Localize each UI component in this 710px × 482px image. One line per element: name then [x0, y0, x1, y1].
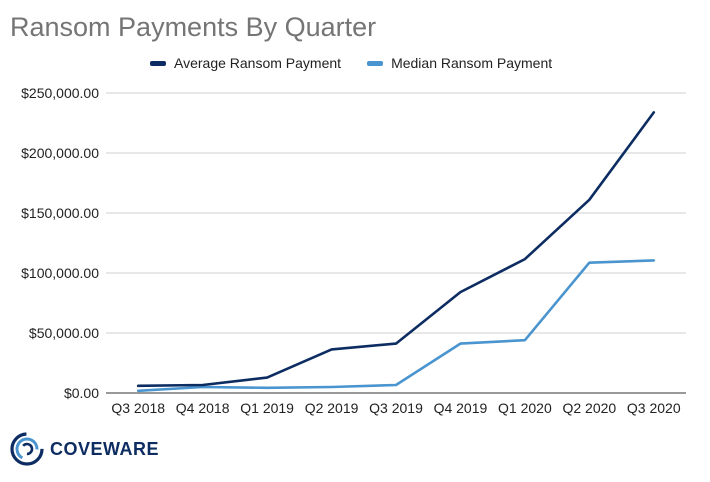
legend-label-median: Median Ransom Payment — [391, 55, 553, 71]
x-tick-label: Q2 2019 — [305, 400, 359, 416]
logo-text: COVEWARE — [50, 438, 160, 459]
coveware-rings-icon — [10, 432, 44, 466]
coveware-logo: COVEWARE — [10, 432, 159, 466]
y-tick-label: $150,000.00 — [21, 205, 99, 221]
x-tick-label: Q1 2020 — [498, 400, 552, 416]
x-tick-label: Q3 2018 — [111, 400, 165, 416]
legend-item-average: Average Ransom Payment — [150, 55, 341, 71]
x-tick-label: Q1 2019 — [240, 400, 294, 416]
x-tick-label: Q3 2020 — [627, 400, 681, 416]
chart-title: Ransom Payments By Quarter — [10, 12, 377, 42]
legend-swatch-average — [150, 60, 166, 66]
series-line-median — [136, 259, 656, 393]
y-tick-label: $250,000.00 — [21, 85, 99, 101]
x-tick-label: Q4 2019 — [434, 400, 488, 416]
y-tick-label: $200,000.00 — [21, 145, 99, 161]
y-tick-label: $0.00 — [64, 385, 99, 401]
series-line-average — [136, 111, 656, 388]
y-tick-label: $100,000.00 — [21, 265, 99, 281]
chart-legend: Average Ransom Payment Median Ransom Pay… — [150, 52, 552, 74]
x-tick-label: Q3 2019 — [369, 400, 423, 416]
legend-label-average: Average Ransom Payment — [174, 55, 342, 71]
legend-swatch-median — [367, 60, 384, 66]
y-tick-label: $50,000.00 — [29, 325, 99, 341]
x-tick-label: Q4 2018 — [176, 400, 230, 416]
x-tick-label: Q2 2020 — [562, 400, 616, 416]
legend-item-median: Median Ransom Payment — [367, 55, 552, 71]
